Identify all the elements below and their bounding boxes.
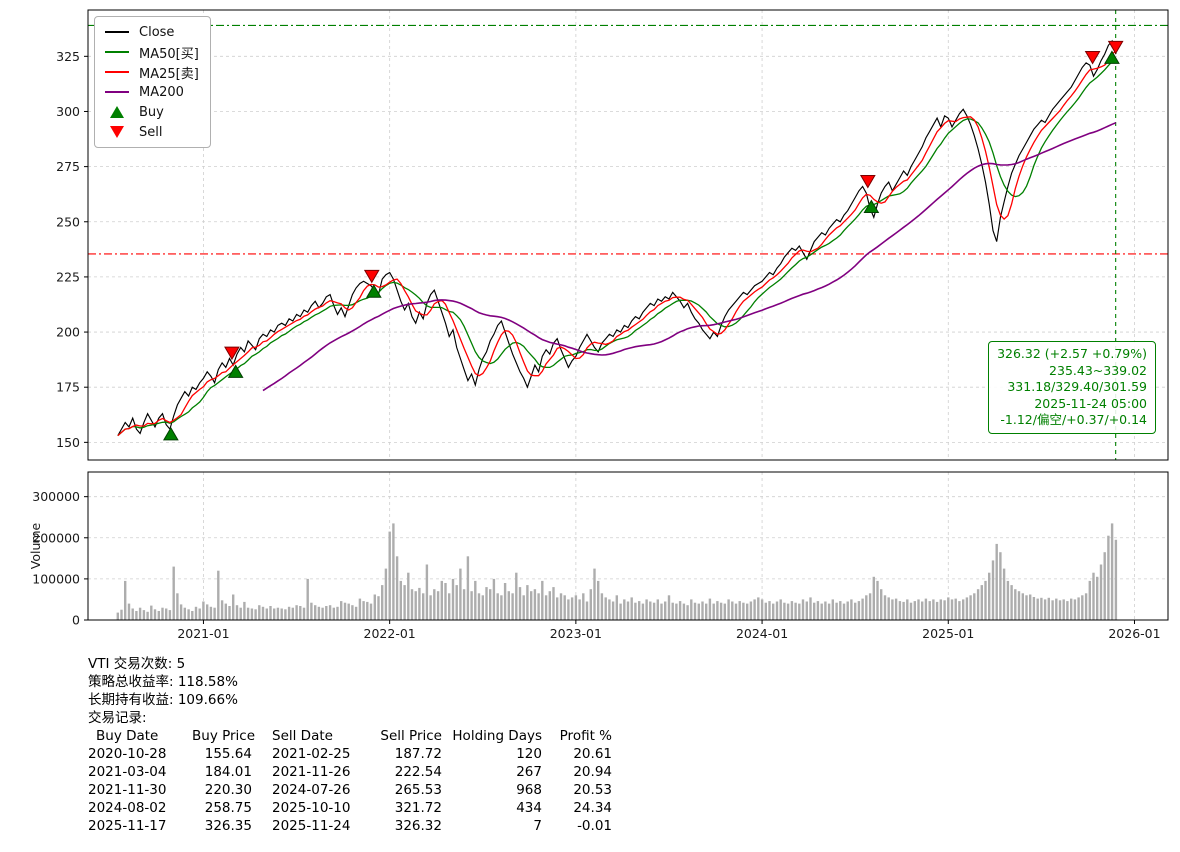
trades-table: Buy Date Buy Price Sell Date Sell Price Hold…	[88, 727, 622, 835]
trades-header-cell: Profit %	[559, 728, 612, 744]
trade-cell: 187.72	[394, 746, 442, 762]
sell-triangle-icon	[104, 126, 130, 138]
legend-item-buy: Buy	[104, 104, 199, 120]
trade-cell: 326.35	[204, 818, 252, 834]
svg-text:300: 300	[56, 104, 80, 119]
trades-header-cell: Buy Price	[192, 728, 256, 744]
svg-text:175: 175	[56, 380, 80, 395]
legend-label: Buy	[139, 104, 164, 120]
svg-text:Volume: Volume	[28, 522, 43, 569]
svg-text:0: 0	[72, 613, 80, 628]
trade-cell: 120	[516, 746, 542, 762]
legend-label: MA25[卖]	[139, 66, 199, 82]
svg-text:2021-01: 2021-01	[177, 626, 229, 641]
annotation-line: 235.43~339.02	[1049, 362, 1147, 378]
svg-text:275: 275	[56, 159, 80, 174]
trade-cell: 7	[533, 818, 542, 834]
trade-cell: 222.54	[394, 764, 442, 780]
svg-text:200000: 200000	[32, 530, 80, 545]
trades-header-row: Buy Date Buy Price Sell Date Sell Price Hold…	[88, 727, 622, 745]
svg-text:200: 200	[56, 325, 80, 340]
svg-text:2024-01: 2024-01	[736, 626, 788, 641]
legend: Close MA50[买] MA25[卖] MA200 Buy Sell	[94, 16, 211, 148]
trade-row: 2020-10-28 155.64 2021-02-25 187.72 120 20.61	[88, 745, 622, 763]
legend-item-ma200: MA200	[104, 84, 199, 100]
legend-label: Close	[139, 24, 175, 40]
trade-cell: 20.53	[573, 782, 612, 798]
svg-text:150: 150	[56, 435, 80, 450]
summary-records-title: 交易记录:	[88, 710, 147, 726]
svg-text:2022-01: 2022-01	[364, 626, 416, 641]
trade-cell: 267	[516, 764, 542, 780]
annotation-line: 326.32 (+2.57 +0.79%)	[997, 346, 1147, 361]
trades-header-cell: Sell Price	[380, 728, 442, 744]
trade-cell: 321.72	[394, 800, 442, 816]
trade-cell: 20.94	[573, 764, 612, 780]
trade-cell: 2025-11-24	[272, 818, 351, 834]
svg-text:2025-01: 2025-01	[922, 626, 974, 641]
trade-row: 2021-11-30 220.30 2024-07-26 265.53 968 20.53	[88, 781, 622, 799]
svg-text:2026-01: 2026-01	[1108, 626, 1160, 641]
trade-cell: 326.32	[394, 818, 442, 834]
svg-text:100000: 100000	[32, 571, 80, 586]
legend-label: MA200	[139, 84, 184, 100]
annotation-box: 326.32 (+2.57 +0.79%) 235.43~339.02 331.…	[988, 341, 1156, 434]
trade-cell: 220.30	[204, 782, 252, 798]
annotation-line: 331.18/329.40/301.59	[1007, 379, 1147, 395]
ma50-line-icon	[104, 51, 130, 53]
buy-triangle-icon	[104, 106, 130, 118]
summary-trade-count: VTI 交易次数: 5	[88, 656, 186, 672]
ma25-line-icon	[104, 71, 130, 73]
summary-buyhold-return: 长期持有收益: 109.66%	[88, 692, 238, 708]
legend-item-ma50: MA50[买]	[104, 45, 199, 62]
trade-cell: 2021-02-25	[272, 746, 351, 762]
summary-strategy-return: 策略总收益率: 118.58%	[88, 674, 238, 690]
trade-cell: 2024-08-02	[88, 800, 167, 816]
svg-text:250: 250	[56, 214, 80, 229]
trade-row: 2024-08-02 258.75 2025-10-10 321.72 434 24.34	[88, 799, 622, 817]
trades-header-cell: Buy Date	[96, 728, 159, 744]
legend-label: Sell	[139, 124, 163, 140]
summary-text: VTI 交易次数: 5 策略总收益率: 118.58% 长期持有收益: 109.…	[88, 655, 622, 835]
trade-cell: -0.01	[577, 818, 612, 834]
svg-text:2023-01: 2023-01	[550, 626, 602, 641]
trade-cell: 24.34	[573, 800, 612, 816]
ma200-line-icon	[104, 91, 130, 93]
trade-cell: 968	[516, 782, 542, 798]
legend-label: MA50[买]	[139, 46, 199, 62]
chart-canvas: 150 175 200 225 250 275 300 325 0 100000 200000 300…	[28, 9, 1169, 641]
trades-header-cell: Sell Date	[272, 728, 333, 744]
svg-text:225: 225	[56, 269, 80, 284]
trades-header-cell: Holding Days	[452, 728, 542, 744]
close-line-icon	[104, 31, 130, 33]
legend-item-close: Close	[104, 24, 199, 40]
trade-cell: 265.53	[394, 782, 442, 798]
trade-cell: 258.75	[204, 800, 252, 816]
trade-cell: 2021-11-30	[88, 782, 167, 798]
trade-cell: 2025-10-10	[272, 800, 351, 816]
trade-cell: 20.61	[573, 746, 612, 762]
annotation-line: 2025-11-24 05:00	[1034, 395, 1147, 411]
svg-text:325: 325	[56, 49, 80, 64]
legend-item-ma25: MA25[卖]	[104, 65, 199, 82]
trade-cell: 434	[516, 800, 542, 816]
trade-cell: 2020-10-28	[88, 746, 167, 762]
trade-cell: 184.01	[204, 764, 252, 780]
trade-cell: 155.64	[204, 746, 252, 762]
trade-cell: 2025-11-17	[88, 818, 167, 834]
trade-row: 2021-03-04 184.01 2021-11-26 222.54 267 20.94	[88, 763, 622, 781]
trade-cell: 2021-03-04	[88, 764, 167, 780]
legend-item-sell: Sell	[104, 124, 199, 140]
svg-text:300000: 300000	[32, 489, 80, 504]
trade-cell: 2021-11-26	[272, 764, 351, 780]
trade-row: 2025-11-17 326.35 2025-11-24 326.32 7 -0.01	[88, 817, 622, 835]
trade-cell: 2024-07-26	[272, 782, 351, 798]
annotation-line: -1.12/偏空/+0.37/+0.14	[1000, 412, 1147, 428]
